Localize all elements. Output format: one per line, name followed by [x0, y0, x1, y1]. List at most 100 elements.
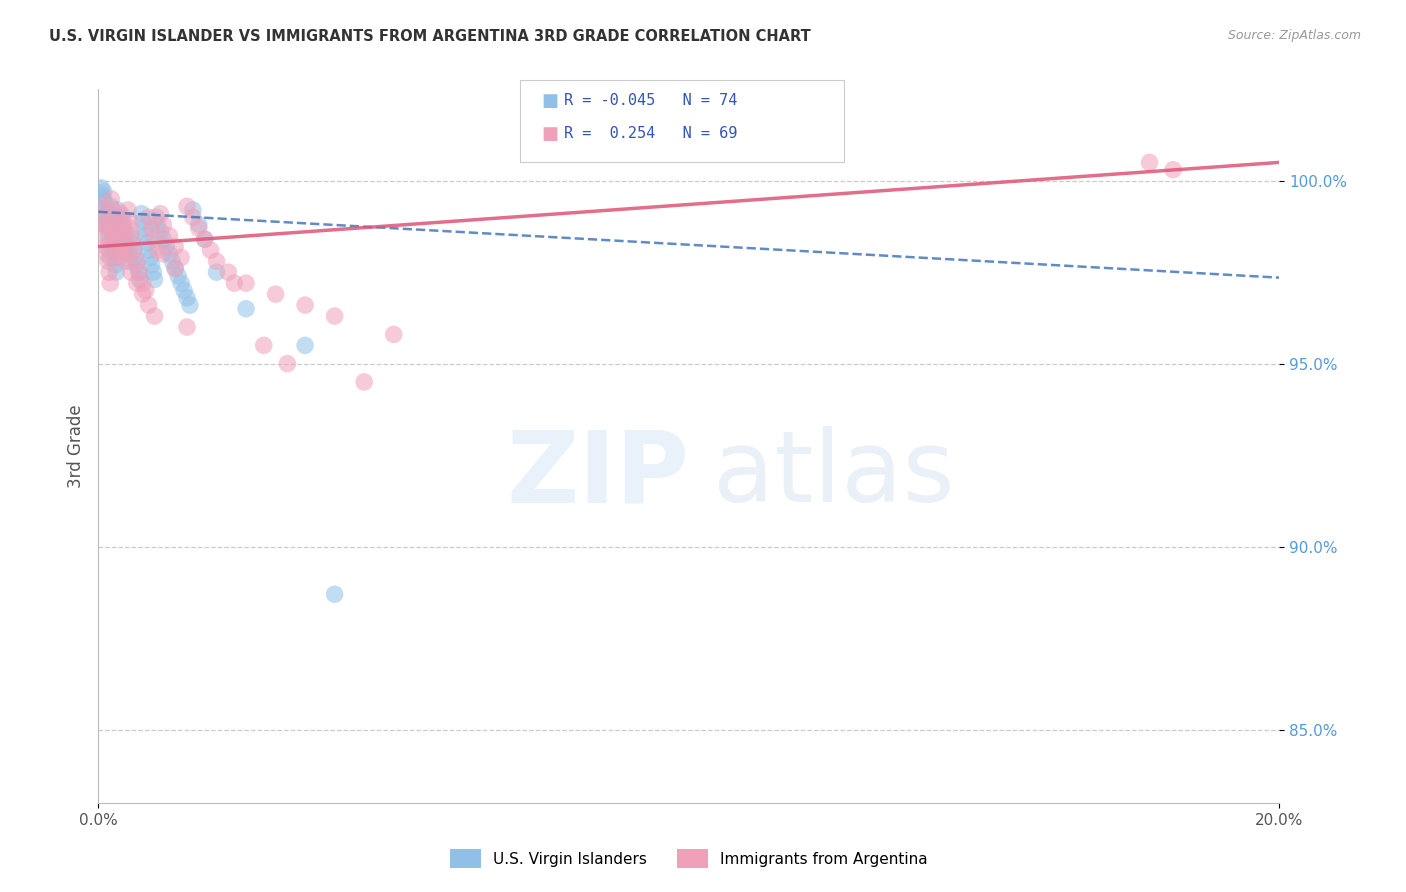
- Point: [143, 232, 166, 246]
- Point: [121, 235, 143, 250]
- Point: [181, 202, 204, 217]
- Point: [107, 211, 129, 225]
- Text: Source: ZipAtlas.com: Source: ZipAtlas.com: [1227, 29, 1361, 43]
- Point: [111, 218, 134, 232]
- Point: [108, 218, 131, 232]
- Point: [181, 211, 204, 225]
- Point: [382, 327, 405, 342]
- Point: [200, 244, 222, 258]
- Point: [162, 254, 183, 268]
- Point: [120, 221, 142, 235]
- Point: [134, 221, 156, 235]
- Point: [114, 235, 136, 250]
- Point: [235, 276, 257, 290]
- Text: ■: ■: [541, 125, 558, 143]
- Point: [176, 320, 198, 334]
- Text: ZIP: ZIP: [506, 426, 689, 523]
- Point: [143, 272, 166, 286]
- Point: [170, 251, 193, 265]
- Point: [139, 251, 162, 265]
- Point: [294, 338, 316, 352]
- Point: [1139, 155, 1161, 169]
- Text: atlas: atlas: [713, 426, 955, 523]
- Point: [103, 235, 125, 250]
- Point: [105, 228, 128, 243]
- Point: [117, 202, 139, 217]
- Point: [94, 239, 117, 253]
- Point: [104, 258, 127, 272]
- Point: [128, 265, 150, 279]
- Point: [135, 228, 157, 243]
- Point: [101, 221, 124, 235]
- Point: [253, 338, 276, 352]
- Point: [91, 192, 114, 206]
- Point: [167, 268, 190, 283]
- Point: [224, 276, 246, 290]
- Point: [93, 195, 115, 210]
- Point: [98, 244, 121, 258]
- Point: [132, 214, 155, 228]
- Point: [173, 284, 195, 298]
- Point: [152, 218, 174, 232]
- Point: [98, 265, 121, 279]
- Point: [131, 206, 153, 220]
- Y-axis label: 3rd Grade: 3rd Grade: [66, 404, 84, 488]
- Point: [114, 254, 136, 268]
- Point: [132, 276, 155, 290]
- Point: [105, 202, 128, 217]
- Text: ■: ■: [541, 92, 558, 110]
- Point: [125, 276, 148, 290]
- Point: [136, 235, 159, 250]
- Point: [96, 247, 118, 261]
- Point: [235, 301, 257, 316]
- Point: [138, 244, 160, 258]
- Point: [165, 261, 187, 276]
- Point: [125, 254, 148, 268]
- Point: [141, 221, 163, 235]
- Point: [276, 357, 298, 371]
- Point: [152, 232, 174, 246]
- Point: [176, 199, 198, 213]
- Point: [115, 239, 138, 253]
- Point: [97, 228, 120, 243]
- Point: [90, 181, 112, 195]
- Point: [97, 254, 120, 268]
- Point: [121, 232, 143, 246]
- Point: [157, 247, 180, 261]
- Point: [108, 251, 131, 265]
- Point: [110, 225, 132, 239]
- Point: [101, 214, 124, 228]
- Point: [98, 235, 121, 250]
- Point: [141, 258, 163, 272]
- Point: [104, 251, 127, 265]
- Point: [96, 214, 118, 228]
- Point: [103, 211, 125, 225]
- Point: [112, 225, 135, 239]
- Point: [93, 185, 115, 199]
- Point: [155, 239, 177, 253]
- Point: [323, 587, 346, 601]
- Point: [96, 221, 118, 235]
- Point: [120, 228, 142, 243]
- Point: [1161, 162, 1184, 177]
- Point: [145, 211, 167, 225]
- Point: [205, 265, 228, 279]
- Point: [91, 188, 114, 202]
- Point: [138, 298, 160, 312]
- Point: [179, 298, 201, 312]
- Point: [103, 244, 125, 258]
- Point: [135, 284, 157, 298]
- Point: [118, 254, 141, 268]
- Point: [93, 228, 115, 243]
- Point: [132, 287, 155, 301]
- Point: [96, 206, 118, 220]
- Point: [142, 265, 165, 279]
- Point: [217, 265, 239, 279]
- Point: [117, 247, 139, 261]
- Point: [323, 309, 346, 323]
- Point: [103, 228, 125, 243]
- Point: [105, 265, 128, 279]
- Point: [194, 232, 217, 246]
- Point: [152, 247, 174, 261]
- Point: [264, 287, 287, 301]
